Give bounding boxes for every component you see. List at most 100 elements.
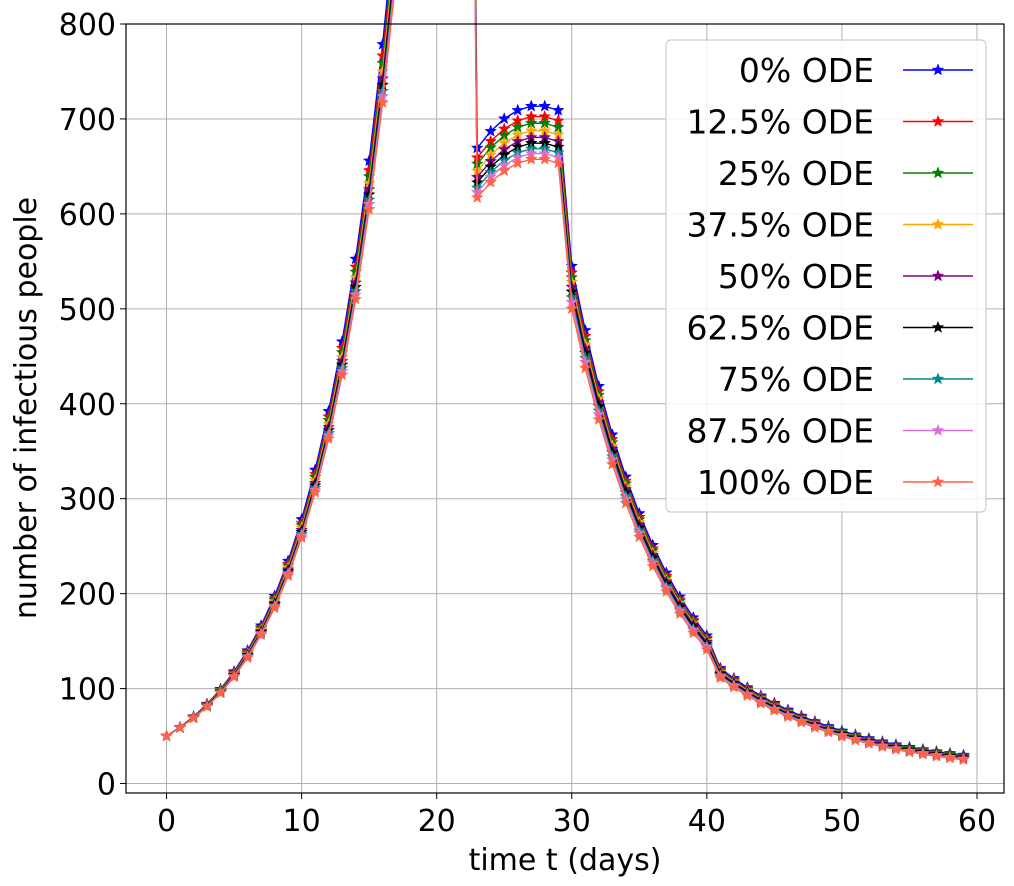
legend-item: 25% ODE [718,154,973,193]
data-point [200,700,214,713]
data-point [565,302,579,315]
data-point [524,152,538,165]
legend-box [665,39,987,513]
data-point [903,745,916,758]
data-point [727,680,741,693]
legend-marker [931,217,945,230]
legend-marker [931,372,945,385]
data-point [376,95,390,109]
y-axis-label: number of infectious people [9,197,44,619]
data-point [822,725,835,738]
data-point [605,457,619,470]
data-point [551,103,565,116]
y-tick-label: 0 [97,768,116,803]
legend-label: 75% ODE [718,360,874,399]
legend-item: 0% ODE [739,51,973,90]
x-tick-label: 30 [553,804,591,839]
y-tick-label: 800 [59,8,116,43]
data-point [308,485,322,498]
y-axis-ticks: 0 100 200 300 400 500 600 700 800 [59,8,126,803]
legend-marker [931,114,945,127]
data-point [592,412,606,426]
legend-item: 62.5% ODE [686,309,973,348]
legend-marker [931,166,945,179]
data-point [619,496,633,509]
data-point [254,628,268,641]
data-point [578,361,592,374]
legend-item: 87.5% ODE [686,412,973,451]
data-point [349,292,363,305]
data-point [524,99,538,112]
legend-label: 50% ODE [718,257,874,296]
data-point [957,753,970,766]
data-point [511,156,525,169]
data-point [295,530,308,544]
data-point [740,689,754,702]
x-tick-label: 20 [418,804,456,839]
data-point [659,584,673,598]
data-point [889,742,903,755]
data-point [241,651,254,664]
data-point [484,175,498,188]
legend-marker [931,63,945,76]
legend-label: 0% ODE [739,51,874,90]
x-axis-label: time t (days) [469,843,662,878]
legend-label: 62.5% ODE [686,309,874,348]
data-point [713,671,727,684]
data-point [268,601,281,614]
legend-item: 100% ODE [697,463,973,502]
data-point [862,736,876,750]
legend-marker [931,475,945,488]
data-point [538,99,552,112]
data-point [930,749,943,762]
y-tick-label: 500 [59,293,116,328]
data-point [227,670,241,683]
data-point [943,751,957,764]
legend-item: 12.5% ODE [686,103,973,142]
data-point [686,626,700,639]
data-point [673,607,687,620]
series-layer [160,0,970,766]
legend-item: 75% ODE [718,360,973,399]
legend-label: 37.5% ODE [686,206,874,245]
plot-frame [125,23,1005,794]
legend-label: 100% ODE [697,463,874,502]
data-point [767,703,781,716]
y-tick-label: 700 [59,103,116,138]
legend-marker [931,320,945,333]
legend-item: 37.5% ODE [686,206,973,245]
data-point [754,696,768,709]
legend-label: 87.5% ODE [686,412,874,451]
data-point [281,569,295,582]
data-point [849,733,862,746]
series-8 [160,0,970,766]
y-tick-label: 200 [59,578,116,613]
y-tick-label: 300 [59,483,116,518]
data-point [497,164,511,177]
legend-label: 25% ODE [718,154,874,193]
x-tick-label: 60 [958,804,996,839]
data-point [551,156,565,169]
data-point [187,711,200,724]
legend-marker [931,269,945,282]
data-point [646,559,660,572]
data-point [335,368,349,381]
data-point [916,747,930,760]
data-point [876,740,889,753]
y-tick-label: 600 [59,198,116,233]
data-point [538,152,552,165]
data-point [214,686,227,699]
legend-label: 12.5% ODE [686,103,874,142]
data-point [470,190,484,204]
data-point [700,642,714,656]
data-point [808,720,822,734]
x-tick-label: 40 [688,804,726,839]
x-axis-ticks: 0 10 20 30 40 50 60 [157,793,996,839]
data-point [795,715,808,728]
legend: 0% ODE 12.5% ODE 25% ODE 37.5% ODE 50% ODE 62… [665,39,987,513]
data-point [497,112,511,125]
y-tick-label: 100 [59,673,116,708]
data-point [160,729,173,742]
y-tick-label: 400 [59,388,116,423]
